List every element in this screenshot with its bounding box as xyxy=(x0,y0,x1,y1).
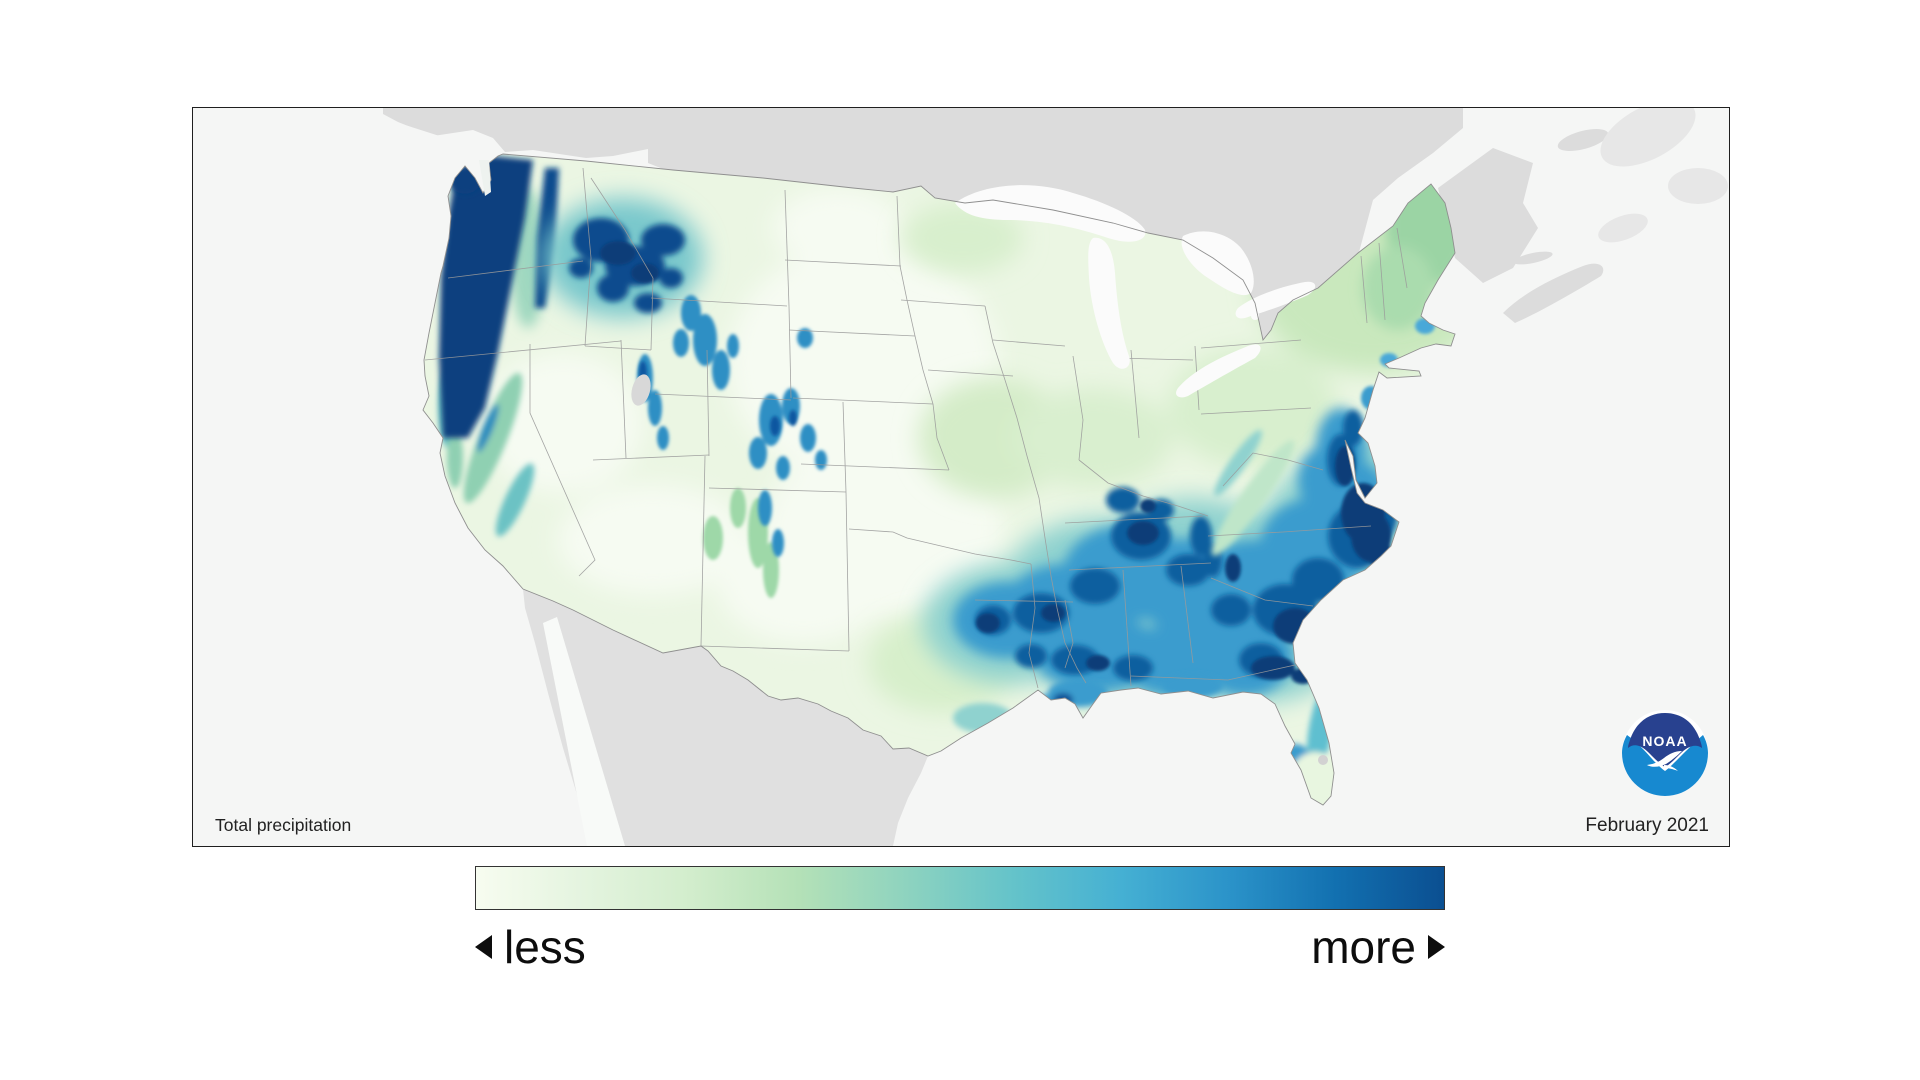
strait-water xyxy=(376,116,505,164)
noaa-logo-wave xyxy=(1622,735,1708,796)
noaa-logo-gull-tail xyxy=(1664,765,1678,771)
noaa-logo-gull-icon xyxy=(1647,751,1682,767)
mexico-land xyxy=(523,589,928,846)
legend-labels: less more xyxy=(475,920,1445,974)
less-label: less xyxy=(504,921,586,973)
noaa-logo: NOAA xyxy=(1622,710,1708,796)
canada-land xyxy=(383,108,1728,343)
more-label: more xyxy=(1311,921,1416,973)
map-date: February 2021 xyxy=(1585,815,1709,836)
map-title: Total precipitation xyxy=(215,815,352,835)
us-precipitation-map xyxy=(193,108,1729,846)
more-arrow-icon xyxy=(1428,935,1445,959)
map-panel: NOAA Total precipitation February 2021 xyxy=(192,107,1730,847)
color-bar xyxy=(475,866,1445,910)
great-lakes xyxy=(955,185,1316,398)
great-salt-lake xyxy=(631,374,651,406)
legend-more: more xyxy=(1311,920,1445,974)
legend-less: less xyxy=(475,920,586,974)
puget-sound xyxy=(479,160,491,196)
lake-okeechobee xyxy=(1318,755,1328,765)
less-arrow-icon xyxy=(475,935,492,959)
state-borders xyxy=(424,167,1408,689)
noaa-logo-shell xyxy=(1628,713,1702,767)
us-precipitation-fill xyxy=(423,154,1455,805)
gulf-of-california xyxy=(543,617,625,846)
noaa-logo-text: NOAA xyxy=(1642,733,1687,749)
